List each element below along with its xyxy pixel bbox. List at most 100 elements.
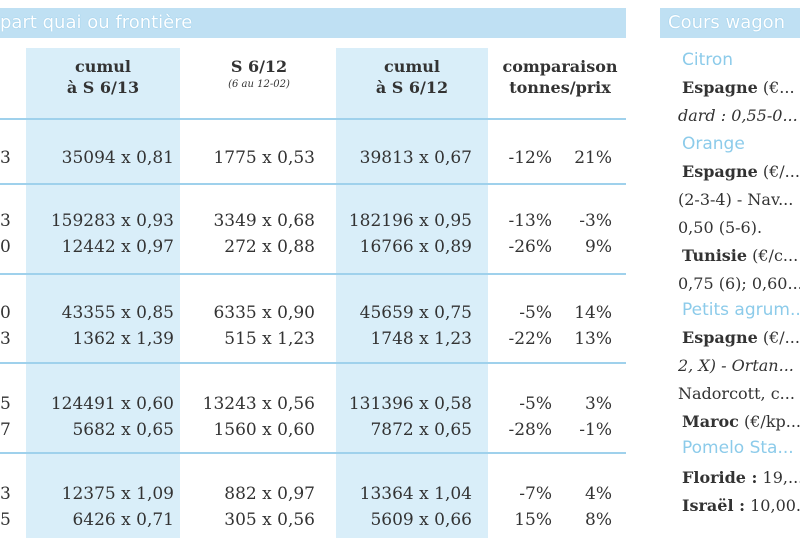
cell-edge: 7	[0, 420, 11, 440]
col-header-text: comparaison	[502, 57, 618, 76]
price-line: Nadorcott, c...	[678, 384, 795, 403]
cell-week: 515 x 1,23	[224, 329, 315, 349]
cell-cumul-13: 6426 x 0,71	[72, 510, 174, 530]
row-separator	[0, 362, 626, 364]
cell-prix: -1%	[579, 420, 612, 440]
price-line: 0,50 (5-6).	[678, 218, 763, 237]
cell-cumul-12: 131396 x 0,58	[348, 394, 472, 414]
left-header: part quai ou frontière	[0, 8, 626, 38]
col-header-text: tonnes/prix	[509, 78, 611, 97]
col-header-comparison: comparaison tonnes/prix	[495, 56, 625, 98]
cell-prix: -3%	[579, 211, 612, 231]
cell-week: 13243 x 0,56	[202, 394, 315, 414]
cell-edge: 3	[0, 148, 11, 168]
cell-week: 6335 x 0,90	[213, 303, 315, 323]
product-heading: Petits agrum...	[682, 300, 800, 320]
cell-cumul-13: 43355 x 0,85	[61, 303, 174, 323]
row-separator	[0, 273, 626, 275]
col-header-cumul-13: cumul à S 6/13	[26, 56, 180, 98]
cell-week: 1775 x 0,53	[213, 148, 315, 168]
cell-edge: 0	[0, 237, 11, 257]
cell-cumul-13: 35094 x 0,81	[61, 148, 174, 168]
cell-cumul-13: 5682 x 0,65	[72, 420, 174, 440]
cell-cumul-12: 45659 x 0,75	[359, 303, 472, 323]
cell-tonnes: -7%	[519, 484, 552, 504]
cell-tonnes: -13%	[508, 211, 552, 231]
cell-prix: 4%	[585, 484, 612, 504]
cell-tonnes: -26%	[508, 237, 552, 257]
cell-cumul-12: 1748 x 1,23	[370, 329, 472, 349]
cell-edge: 5	[0, 510, 11, 530]
cell-prix: 21%	[574, 148, 612, 168]
shade-col-cumul-13	[26, 48, 180, 538]
cell-edge: 3	[0, 211, 11, 231]
cell-prix: 8%	[585, 510, 612, 530]
price-text: 10,00...	[750, 496, 800, 515]
row-separator	[0, 452, 626, 454]
cell-prix: 13%	[574, 329, 612, 349]
product-heading: Pomelo Sta...	[682, 438, 794, 458]
col-header-text: à S 6/12	[375, 78, 449, 97]
cell-tonnes: -12%	[508, 148, 552, 168]
cell-prix: 3%	[585, 394, 612, 414]
country-label: Tunisie	[682, 246, 748, 265]
cell-cumul-13: 12375 x 1,09	[61, 484, 174, 504]
cell-cumul-13: 159283 x 0,93	[50, 211, 174, 231]
price-line: 0,75 (6); 0,60...	[678, 274, 800, 293]
price-line: Espagne (€...	[682, 78, 795, 97]
right-panel: Cours wagon Citron Espagne (€... dard : …	[660, 6, 800, 550]
right-header-title: Cours wagon	[668, 12, 786, 33]
col-header-cumul-12: cumul à S 6/12	[336, 56, 488, 98]
left-header-title: part quai ou frontière	[0, 12, 193, 33]
price-line: Maroc (€/kp...	[682, 412, 800, 431]
cell-cumul-12: 182196 x 0,95	[348, 211, 472, 231]
price-text: (€...	[757, 78, 795, 97]
cell-edge: 5	[0, 394, 11, 414]
cell-tonnes: 15%	[514, 510, 552, 530]
col-header-text: S 6/12	[230, 57, 288, 76]
cell-edge: 0	[0, 303, 11, 323]
cell-cumul-12: 39813 x 0,67	[359, 148, 472, 168]
cell-cumul-12: 5609 x 0,66	[370, 510, 472, 530]
price-text: 19,...	[757, 468, 800, 487]
cell-week: 3349 x 0,68	[213, 211, 315, 231]
price-line: Tunisie (€/c...	[682, 246, 798, 265]
cell-cumul-12: 16766 x 0,89	[359, 237, 472, 257]
left-panel: part quai ou frontière cumul à S 6/13 S …	[0, 8, 626, 538]
product-heading: Orange	[682, 134, 745, 154]
cell-edge: 3	[0, 484, 11, 504]
country-label: Maroc	[682, 412, 739, 431]
cell-prix: 14%	[574, 303, 612, 323]
country-label: Israël :	[682, 496, 746, 515]
price-line: Israël : 10,00...	[682, 496, 800, 515]
col-header-subtext: (6 au 12-02)	[228, 79, 290, 90]
cell-week: 272 x 0,88	[224, 237, 315, 257]
cell-prix: 9%	[585, 237, 612, 257]
cell-tonnes: -5%	[519, 303, 552, 323]
shade-col-cumul-12	[336, 48, 488, 538]
cell-week: 1560 x 0,60	[213, 420, 315, 440]
col-header-week: S 6/12 (6 au 12-02)	[185, 56, 333, 93]
cell-cumul-13: 124491 x 0,60	[50, 394, 174, 414]
cell-week: 305 x 0,56	[224, 510, 315, 530]
cell-edge: 3	[0, 329, 11, 349]
country-label: Espagne	[682, 78, 758, 97]
col-header-text: à S 6/13	[66, 78, 140, 97]
price-line: (2-3-4) - Nav...	[678, 190, 794, 209]
cell-week: 882 x 0,97	[224, 484, 315, 504]
product-heading: Citron	[682, 50, 734, 70]
row-separator	[0, 183, 626, 185]
price-text: (€/c...	[747, 246, 799, 265]
col-header-text: cumul	[383, 57, 440, 76]
cell-cumul-13: 12442 x 0,97	[61, 237, 174, 257]
price-line: Espagne (€/...	[682, 162, 800, 181]
cell-cumul-13: 1362 x 1,39	[72, 329, 174, 349]
cell-cumul-12: 7872 x 0,65	[370, 420, 472, 440]
country-label: Espagne	[682, 162, 758, 181]
cell-tonnes: -5%	[519, 394, 552, 414]
price-text: (€/...	[757, 162, 800, 181]
col-header-text: cumul	[74, 57, 131, 76]
price-line: dard : 0,55-0...	[678, 106, 798, 125]
country-label: Espagne	[682, 328, 758, 347]
cell-tonnes: -28%	[508, 420, 552, 440]
